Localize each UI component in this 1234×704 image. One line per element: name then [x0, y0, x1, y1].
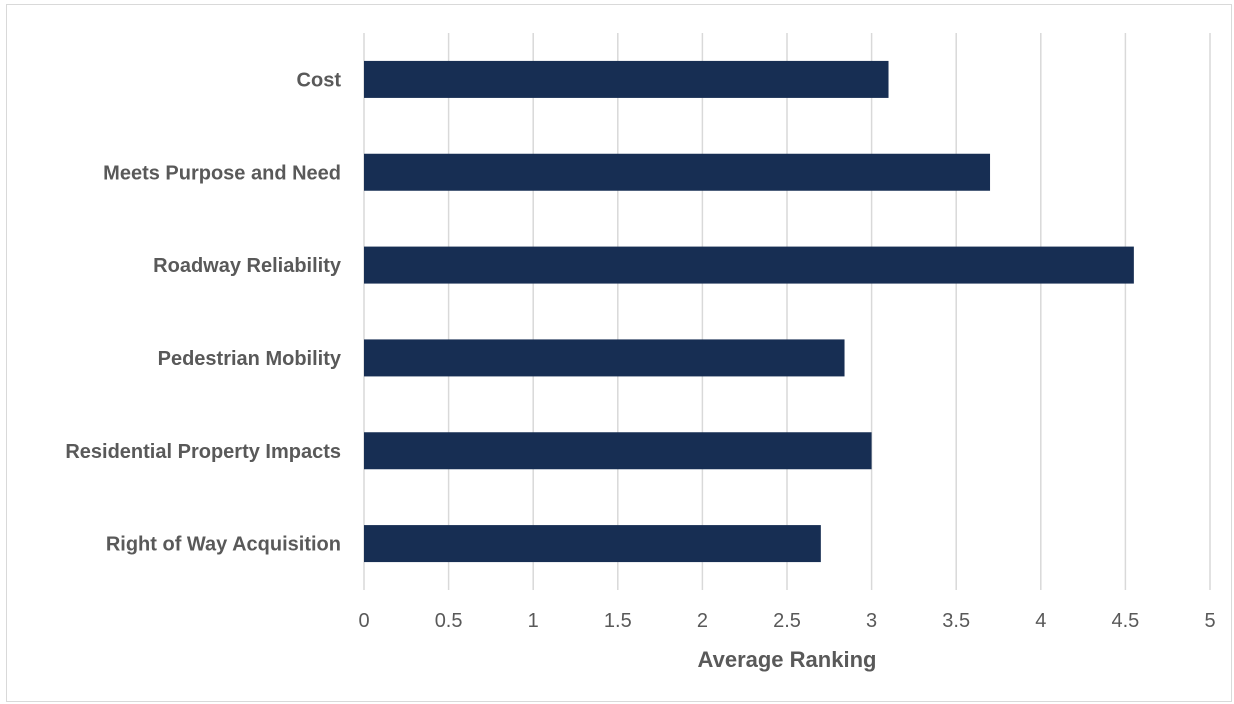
bar	[364, 246, 1134, 284]
bar	[364, 60, 889, 98]
x-tick-label: 0.5	[435, 610, 463, 632]
bar	[364, 432, 872, 470]
x-tick-label: 3.5	[942, 610, 970, 632]
x-tick-label: 0	[358, 610, 369, 632]
category-label: Right of Way Acquisition	[106, 534, 341, 556]
category-label: Meets Purpose and Need	[103, 162, 341, 184]
category-label: Pedestrian Mobility	[158, 348, 342, 370]
x-tick-label: 2.5	[773, 610, 801, 632]
x-tick-label: 1	[528, 610, 539, 632]
x-tick-label: 4.5	[1111, 610, 1139, 632]
bar	[364, 153, 991, 191]
category-label: Residential Property Impacts	[65, 441, 341, 463]
category-labels: Cost Meets Purpose and Need Roadway Reliab…	[65, 69, 342, 555]
x-tick-label: 2	[697, 610, 708, 632]
bar	[364, 339, 845, 377]
x-axis-tick-labels: 0 0.5 1 1.5 2 2.5 3 3.5 4 4.5 5	[358, 610, 1215, 632]
x-tick-label: 3	[866, 610, 877, 632]
bars	[364, 60, 1134, 563]
x-tick-label: 1.5	[604, 610, 632, 632]
category-label: Roadway Reliability	[153, 255, 342, 277]
gridlines	[363, 33, 1211, 590]
x-tick-label: 4	[1035, 610, 1046, 632]
category-label: Cost	[297, 69, 342, 91]
bar	[364, 525, 821, 563]
x-axis-title: Average Ranking	[698, 647, 877, 672]
x-tick-label: 5	[1204, 610, 1215, 632]
